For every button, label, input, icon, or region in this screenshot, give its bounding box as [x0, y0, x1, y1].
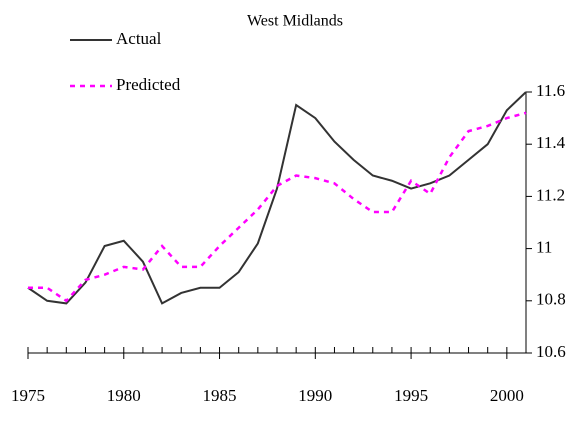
data-line	[27, 91, 527, 305]
x-tick-label: 1995	[394, 386, 428, 405]
y-tick-label: 11.2	[536, 185, 565, 204]
x-tick-label: 2000	[490, 386, 524, 405]
y-tick-label: 11.6	[536, 81, 565, 100]
x-tick-label: 1985	[203, 386, 237, 405]
y-tick-label: 10.6	[536, 342, 566, 361]
data-line	[28, 111, 527, 303]
legend-label: Predicted	[116, 75, 181, 94]
chart-title: West Midlands	[247, 13, 343, 30]
x-tick-label: 1975	[11, 386, 45, 405]
y-tick-label: 10.8	[536, 290, 566, 309]
legend-label: Actual	[116, 29, 162, 48]
x-tick-label: 1980	[107, 386, 141, 405]
y-tick-label: 11	[536, 238, 552, 257]
y-tick-label: 11.4	[536, 133, 566, 152]
x-tick-label: 1990	[298, 386, 332, 405]
